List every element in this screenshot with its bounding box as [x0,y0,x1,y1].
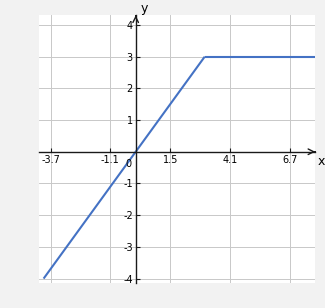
Text: 0: 0 [125,159,132,169]
Text: x: x [318,155,325,168]
Text: y: y [140,2,148,15]
